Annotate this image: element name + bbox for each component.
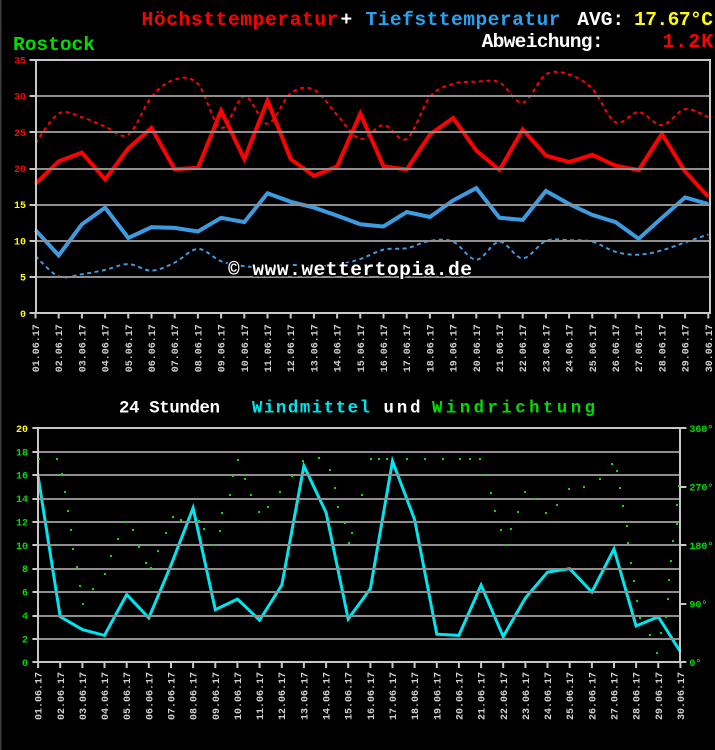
svg-text:16: 16 (16, 472, 28, 483)
svg-text:29.06.17: 29.06.17 (655, 672, 666, 720)
svg-text:09.06.17: 09.06.17 (218, 324, 229, 372)
svg-text:30.06.17: 30.06.17 (705, 324, 715, 372)
svg-text:© www.wettertopia.de: © www.wettertopia.de (228, 259, 472, 281)
svg-text:Höchsttemperatur: Höchsttemperatur (142, 9, 339, 31)
svg-text:03.06.17: 03.06.17 (78, 324, 89, 372)
svg-text:30.06.17: 30.06.17 (677, 672, 688, 720)
svg-text:24.06.17: 24.06.17 (544, 672, 555, 720)
svg-text:28.06.17: 28.06.17 (633, 672, 644, 720)
svg-text:11.06.17: 11.06.17 (256, 672, 267, 720)
svg-text:2: 2 (22, 635, 28, 646)
svg-text:20.06.17: 20.06.17 (455, 672, 466, 720)
svg-text:22.06.17: 22.06.17 (500, 672, 511, 720)
svg-text:6: 6 (22, 589, 28, 600)
svg-text:13.06.17: 13.06.17 (300, 672, 311, 720)
svg-text:19.06.17: 19.06.17 (450, 324, 461, 372)
svg-text:23.06.17: 23.06.17 (522, 672, 533, 720)
svg-text:35: 35 (14, 57, 26, 68)
svg-text:22.06.17: 22.06.17 (519, 324, 530, 372)
svg-text:16.06.17: 16.06.17 (367, 672, 378, 720)
svg-text:04.06.17: 04.06.17 (101, 672, 112, 720)
svg-text:0°: 0° (689, 658, 701, 670)
svg-text:10: 10 (16, 542, 28, 553)
svg-text:07.06.17: 07.06.17 (171, 324, 182, 372)
svg-text:15: 15 (14, 201, 26, 212)
svg-text:14.06.17: 14.06.17 (323, 672, 334, 720)
svg-text:12.06.17: 12.06.17 (278, 672, 289, 720)
svg-text:17.67°C: 17.67°C (634, 9, 713, 31)
svg-text:1.2K: 1.2K (663, 31, 714, 53)
svg-text:02.06.17: 02.06.17 (55, 324, 66, 372)
svg-text:90°: 90° (689, 599, 707, 611)
svg-text:16.06.17: 16.06.17 (380, 324, 391, 372)
svg-text:24 Stunden: 24 Stunden (119, 400, 220, 419)
svg-text:21.06.17: 21.06.17 (496, 324, 507, 372)
svg-text:21.06.17: 21.06.17 (478, 672, 489, 720)
svg-text:15.06.17: 15.06.17 (345, 672, 356, 720)
svg-text:30: 30 (14, 93, 26, 104)
svg-text:18.06.17: 18.06.17 (411, 672, 422, 720)
svg-text:12: 12 (16, 519, 28, 530)
svg-text:270°: 270° (689, 482, 713, 494)
svg-text:20: 20 (14, 165, 26, 176)
svg-text:Tiefsttemperatur: Tiefsttemperatur (366, 9, 561, 31)
svg-text:10.06.17: 10.06.17 (234, 672, 245, 720)
svg-text:18: 18 (16, 448, 28, 459)
svg-text:20.06.17: 20.06.17 (473, 324, 484, 372)
svg-text:09.06.17: 09.06.17 (212, 672, 223, 720)
svg-text:4: 4 (22, 612, 28, 623)
svg-text:17.06.17: 17.06.17 (389, 672, 400, 720)
svg-text:08.06.17: 08.06.17 (190, 672, 201, 720)
svg-text:14: 14 (16, 495, 28, 506)
svg-text:24.06.17: 24.06.17 (566, 324, 577, 372)
svg-text:15.06.17: 15.06.17 (357, 324, 368, 372)
svg-text:28.06.17: 28.06.17 (658, 324, 669, 372)
svg-text:08.06.17: 08.06.17 (194, 324, 205, 372)
svg-text:25.06.17: 25.06.17 (589, 324, 600, 372)
svg-text:11.06.17: 11.06.17 (264, 324, 275, 372)
svg-text:01.06.17: 01.06.17 (32, 324, 43, 372)
svg-text:Windmittel: Windmittel (252, 400, 370, 419)
svg-text:07.06.17: 07.06.17 (168, 672, 179, 720)
svg-text:23.06.17: 23.06.17 (542, 324, 553, 372)
svg-text:04.06.17: 04.06.17 (102, 324, 113, 372)
svg-text:Rostock: Rostock (13, 34, 95, 56)
svg-text:19.06.17: 19.06.17 (433, 672, 444, 720)
svg-text:26.06.17: 26.06.17 (588, 672, 599, 720)
svg-text:10.06.17: 10.06.17 (241, 324, 252, 372)
svg-text:10: 10 (14, 237, 26, 248)
svg-text:05.06.17: 05.06.17 (125, 324, 136, 372)
svg-text:17.06.17: 17.06.17 (403, 324, 414, 372)
svg-text:0: 0 (20, 310, 26, 321)
svg-text:25.06.17: 25.06.17 (566, 672, 577, 720)
svg-text:0: 0 (22, 659, 28, 670)
svg-text:06.06.17: 06.06.17 (145, 672, 156, 720)
svg-text:27.06.17: 27.06.17 (635, 324, 646, 372)
svg-text:18.06.17: 18.06.17 (426, 324, 437, 372)
svg-text:01.06.17: 01.06.17 (35, 672, 46, 720)
svg-text:06.06.17: 06.06.17 (148, 324, 159, 372)
svg-text:20: 20 (16, 425, 28, 436)
svg-text:27.06.17: 27.06.17 (611, 672, 622, 720)
svg-text:+: + (341, 9, 353, 31)
svg-text:12.06.17: 12.06.17 (287, 324, 298, 372)
svg-text:360°: 360° (689, 424, 713, 436)
svg-text:02.06.17: 02.06.17 (57, 672, 68, 720)
svg-text:Abweichung:: Abweichung: (482, 31, 604, 53)
svg-text:05.06.17: 05.06.17 (123, 672, 134, 720)
svg-text:8: 8 (22, 565, 28, 576)
svg-text:AVG:: AVG: (577, 9, 624, 31)
svg-text:25: 25 (14, 129, 26, 140)
svg-text:14.06.17: 14.06.17 (334, 324, 345, 372)
svg-text:5: 5 (20, 274, 26, 285)
svg-text:und: und (384, 400, 421, 419)
svg-text:26.06.17: 26.06.17 (612, 324, 623, 372)
svg-text:03.06.17: 03.06.17 (79, 672, 90, 720)
svg-text:180°: 180° (689, 541, 713, 553)
svg-text:13.06.17: 13.06.17 (310, 324, 321, 372)
svg-text:29.06.17: 29.06.17 (682, 324, 693, 372)
